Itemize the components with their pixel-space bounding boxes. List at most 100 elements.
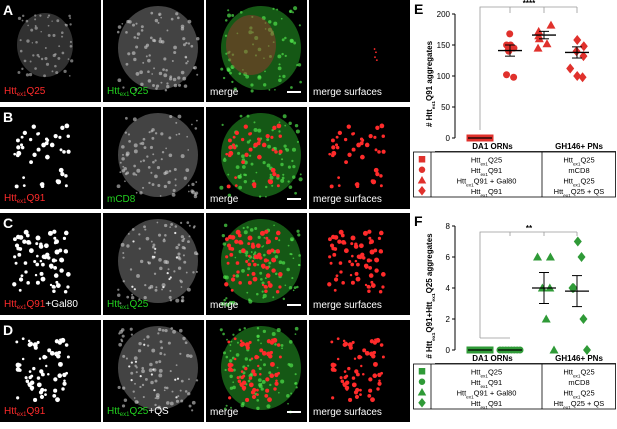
tissue-speckle xyxy=(174,184,177,187)
aggregate-dot xyxy=(60,337,66,343)
text-part: Q25 xyxy=(488,367,502,376)
panel-label: merge surfaces xyxy=(313,87,382,98)
data-point xyxy=(541,314,551,323)
tissue-speckle xyxy=(154,174,158,179)
tissue-speckle xyxy=(148,181,151,185)
legend-marker xyxy=(418,186,426,196)
aggregate-dot xyxy=(227,153,232,158)
micrograph-image xyxy=(220,6,302,93)
tissue-speckle xyxy=(40,57,44,61)
aggregate-dot xyxy=(354,183,358,186)
tissue-speckle xyxy=(147,262,150,265)
tissue-speckle xyxy=(292,289,295,292)
tissue-speckle xyxy=(142,159,146,162)
aggregate-dot xyxy=(261,350,267,356)
aggregate-dot xyxy=(20,145,25,150)
aggregate-dot xyxy=(278,355,282,359)
tissue-speckle xyxy=(135,22,138,25)
tissue-speckle xyxy=(180,24,185,29)
aggregate-dot xyxy=(17,252,22,257)
aggregate-dot xyxy=(370,280,374,284)
tissue-speckle xyxy=(123,398,128,402)
aggregate-dot xyxy=(337,239,342,244)
aggregate-dot xyxy=(36,147,41,152)
aggregate-dot xyxy=(373,167,379,173)
tissue-speckle xyxy=(173,45,177,50)
aggregate-dot xyxy=(53,236,57,240)
tissue-speckle xyxy=(219,328,223,332)
tissue-speckle xyxy=(224,275,229,280)
tissue-speckle xyxy=(257,47,262,52)
tissue-speckle xyxy=(154,288,158,292)
tissue-speckle xyxy=(181,300,184,303)
aggregate-dot xyxy=(23,261,28,265)
tissue-speckle xyxy=(296,140,299,143)
data-point xyxy=(549,345,559,354)
data-point xyxy=(579,314,588,324)
aggregate-dot xyxy=(26,239,31,245)
aggregate-dot xyxy=(175,256,178,259)
aggregate-dot xyxy=(18,235,24,240)
tissue-speckle xyxy=(165,386,169,390)
text-part: Q91 xyxy=(488,166,502,175)
aggregate-dot xyxy=(169,276,172,279)
tissue-speckle xyxy=(138,247,141,250)
tissue-speckle xyxy=(150,380,154,385)
tissue-speckle xyxy=(185,168,190,172)
tissue-speckle xyxy=(280,17,283,20)
tissue-speckle xyxy=(118,342,122,347)
tissue-speckle xyxy=(298,254,301,257)
aggregate-dot xyxy=(15,367,21,372)
tissue-speckle xyxy=(221,123,224,127)
tissue-speckle xyxy=(269,175,274,180)
aggregate-dot xyxy=(46,256,51,260)
aggregate-dot xyxy=(53,241,57,245)
aggregate-dot xyxy=(61,387,65,391)
tissue-speckle xyxy=(242,68,244,71)
aggregate-dot xyxy=(344,380,350,385)
tissue-speckle xyxy=(129,268,133,271)
aggregate-dot xyxy=(234,130,240,136)
tissue-speckle xyxy=(286,394,290,398)
aggregate-dot xyxy=(154,247,157,250)
aggregate-dot xyxy=(35,242,39,246)
tissue-speckle xyxy=(281,176,285,180)
aggregate-dot xyxy=(239,339,243,343)
aggregate-dot xyxy=(374,268,379,273)
aggregate-dot xyxy=(21,337,25,341)
tissue-speckle xyxy=(292,11,295,14)
tissue-speckle xyxy=(289,252,292,256)
aggregate-dot xyxy=(247,280,252,285)
aggregate-dot xyxy=(368,377,373,382)
tissue-speckle xyxy=(236,32,239,35)
text-part: Htt xyxy=(563,367,574,376)
micrograph-row-c: C Httex1Q91+Gal80 Httex1Q25 merge merge surf… xyxy=(0,213,411,315)
tissue-speckle xyxy=(144,283,147,287)
aggregate-dot xyxy=(30,387,34,391)
tissue-speckle xyxy=(274,88,276,91)
aggregate-dot xyxy=(59,257,64,263)
tissue-speckle xyxy=(280,344,284,347)
text-part: Q91 xyxy=(488,187,502,196)
tissue-speckle xyxy=(163,353,166,356)
tissue-speckle xyxy=(280,178,285,183)
tissue-speckle xyxy=(256,327,260,330)
aggregate-dot xyxy=(359,388,362,392)
aggregate-dot xyxy=(343,137,348,142)
aggregate-dot xyxy=(66,285,70,289)
tissue-speckle xyxy=(147,70,150,74)
aggregate-dot xyxy=(246,273,250,277)
tissue-speckle xyxy=(157,332,160,335)
aggregate-dot xyxy=(375,125,380,130)
tissue-speckle xyxy=(288,121,292,126)
tissue-speckle xyxy=(164,328,168,333)
aggregate-dot xyxy=(256,393,259,396)
aggregate-dot xyxy=(227,138,232,143)
tissue-speckle xyxy=(149,36,153,40)
tissue-speckle xyxy=(299,173,302,176)
aggregate-dot xyxy=(329,261,333,265)
aggregate-dot xyxy=(224,282,229,287)
aggregate-dot xyxy=(35,280,40,285)
aggregate-surface xyxy=(375,59,378,62)
tissue-speckle xyxy=(287,244,290,247)
